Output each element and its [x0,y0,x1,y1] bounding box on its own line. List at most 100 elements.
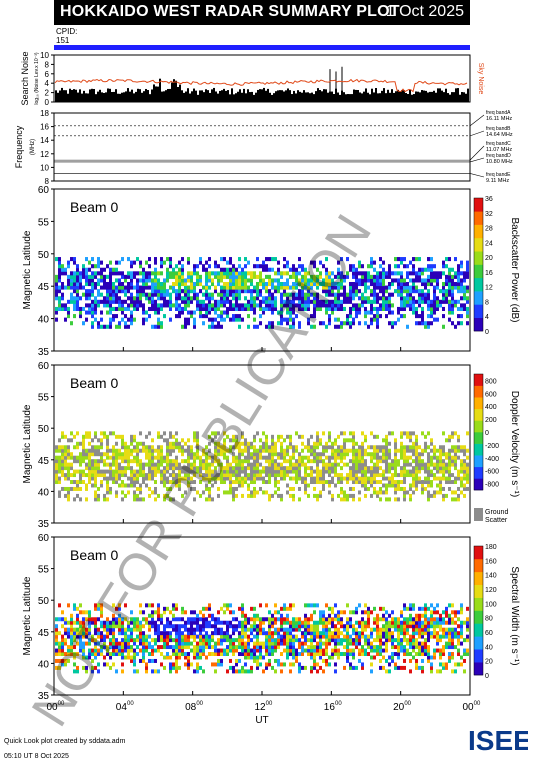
heatmap-cell [61,624,64,629]
heatmap-cell [334,631,337,636]
heatmap-cell [256,473,259,478]
heatmap-cell [127,648,130,653]
heatmap-cell [433,462,436,467]
heatmap-cell [58,645,61,650]
heatmap-cell [259,271,262,276]
heatmap-cell [451,445,454,450]
heatmap-cell [196,613,199,618]
heatmap-cell [160,617,163,622]
heatmap-cell [268,324,271,329]
heatmap-cell [442,462,445,467]
heatmap-cell [148,431,151,436]
heatmap-cell [388,267,391,272]
heatmap-cell [403,285,406,290]
heatmap-cell [322,620,325,625]
heatmap-cell [301,480,304,484]
heatmap-cell [373,296,376,301]
heatmap-cell [310,292,313,297]
heatmap-cell [289,620,292,625]
heatmap-cell [106,490,109,495]
heatmap-cell [406,271,409,276]
heatmap-cell [460,314,463,319]
heatmap-cell [382,296,385,301]
heatmap-cell [172,665,175,670]
heatmap-cell [190,620,193,625]
heatmap-cell [184,473,187,478]
heatmap-cell [184,317,187,322]
heatmap-cell [292,317,295,322]
heatmap-cell [187,448,190,453]
heatmap-cell [247,441,250,446]
heatmap-cell [187,289,190,294]
heatmap-cell [244,441,247,446]
heatmap-cell [208,306,211,311]
heatmap-cell [331,292,334,297]
heatmap-cell [85,317,88,322]
heatmap-cell [301,652,304,656]
heatmap-cell [154,289,157,294]
heatmap-cell [436,271,439,276]
heatmap-cell [448,274,451,279]
heatmap-cell [106,296,109,301]
heatmap-cell [280,462,283,467]
heatmap-cell [166,441,169,446]
search-noise-bar [361,93,363,102]
heatmap-cell [220,638,223,643]
heatmap-cell [301,289,304,294]
heatmap-cell [223,455,226,460]
heatmap-cell [415,438,418,443]
heatmap-cell [253,613,256,618]
heatmap-cell [94,434,97,439]
heatmap-cell [295,285,298,290]
heatmap-cell [70,462,73,467]
heatmap-cell [112,627,115,632]
heatmap-cell [166,459,169,464]
heatmap-cell [199,641,202,646]
heatmap-cell [349,321,352,326]
heatmap-cell [61,452,64,457]
heatmap-cell [88,617,91,622]
heatmap-cell [133,445,136,450]
heatmap-cell [139,303,142,308]
heatmap-cell [76,445,79,450]
heatmap-cell [97,462,100,467]
colorbar-swatch [474,304,483,318]
heatmap-cell [364,624,367,629]
heatmap-cell [283,638,286,643]
heatmap-cell [121,480,124,484]
heatmap-cell [142,274,145,279]
search-noise-bar [453,92,455,102]
heatmap-cell [172,466,175,471]
heatmap-cell [403,455,406,460]
heatmap-cell [160,303,163,308]
heatmap-cell [274,641,277,646]
heatmap-cell [181,267,184,272]
heatmap-cell [217,274,220,279]
heatmap-cell [292,292,295,297]
heatmap-cell [454,455,457,460]
heatmap-cell [226,310,229,315]
heatmap-cell [88,473,91,478]
search-noise-bar [187,88,189,102]
heatmap-cell [193,321,196,326]
heatmap-cell [349,617,352,622]
heatmap-cell [214,645,217,650]
heatmap-cell [466,448,469,453]
heatmap-cell [226,448,229,453]
heatmap-cell [388,634,391,639]
heatmap-cell [187,257,190,262]
heatmap-cell [415,278,418,283]
search-noise-bar [241,92,243,102]
heatmap-cell [421,314,424,319]
heatmap-cell [136,296,139,301]
heatmap-cell [430,483,433,488]
heatmap-cell [373,267,376,272]
heatmap-cell [463,473,466,478]
heatmap-cell [376,452,379,457]
heatmap-cell [79,610,82,615]
heatmap-cell [370,476,373,481]
freq-band-value: 16.11 MHz [486,116,512,122]
heatmap-cell [424,267,427,272]
heatmap-cell [187,299,190,304]
heatmap-cell [418,445,421,450]
